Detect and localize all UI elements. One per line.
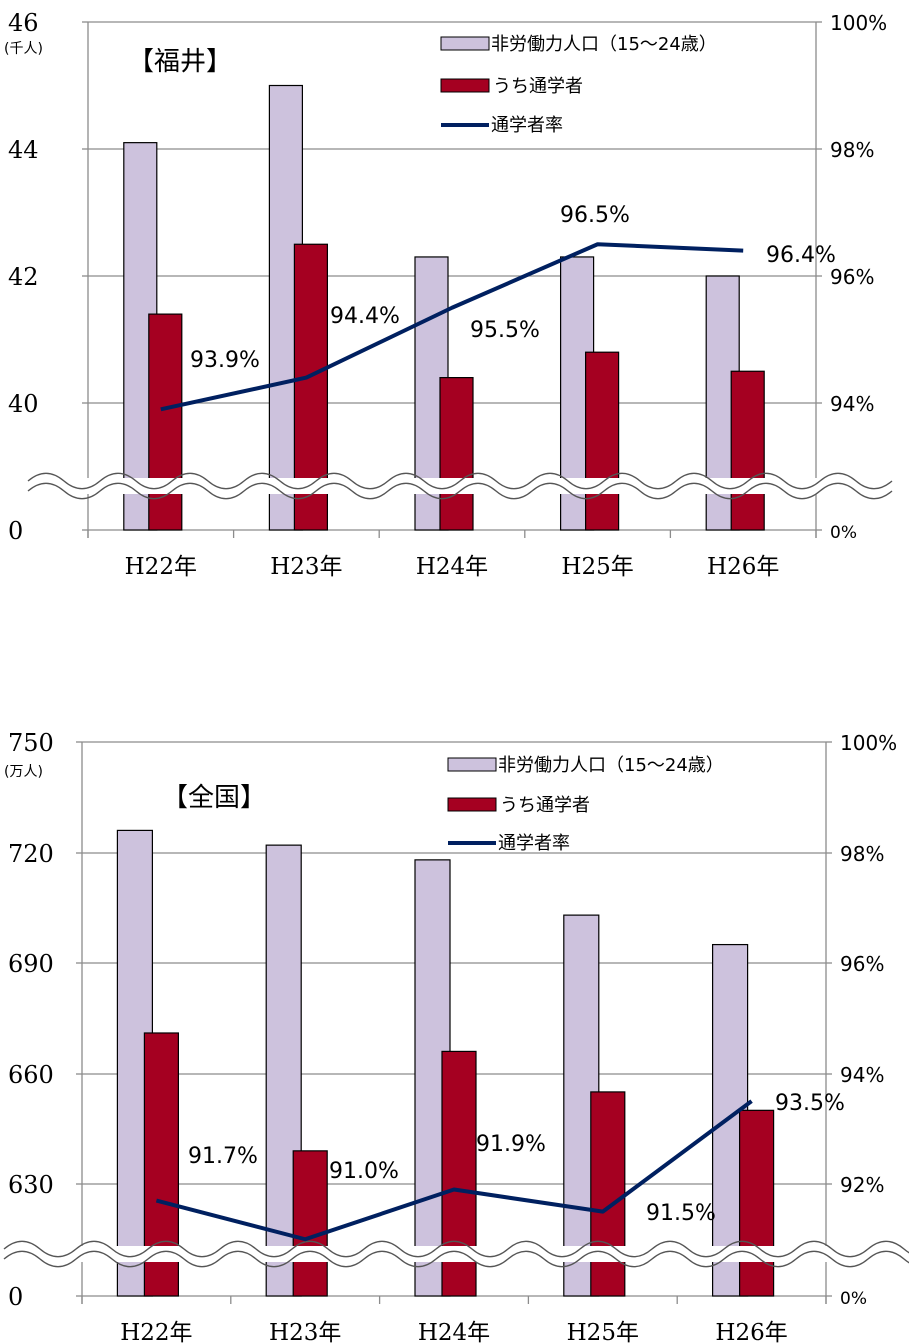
bar-students xyxy=(738,1109,775,1297)
bar-students xyxy=(439,377,474,531)
data-label: 91.7% xyxy=(188,1144,258,1169)
legend-label: うち通学者 xyxy=(500,795,590,816)
axis-break-wave xyxy=(3,1240,909,1258)
y2-tick-label: 0% xyxy=(840,1289,867,1309)
y-tick-label: 46 xyxy=(8,9,39,37)
data-label: 96.4% xyxy=(766,243,836,268)
x-tick-label: H25年 xyxy=(567,1320,639,1344)
axis-break-wave xyxy=(3,1250,909,1268)
legend-swatch-students xyxy=(440,78,490,93)
y-tick-label: 690 xyxy=(8,950,54,978)
data-label: 91.0% xyxy=(329,1159,399,1184)
legend-label: 非労働力人口（15～24歳） xyxy=(498,755,724,776)
legend-label: 通学者率 xyxy=(498,833,570,854)
bar-students xyxy=(730,370,765,531)
rate-line xyxy=(160,242,744,412)
y-tick-label: 0 xyxy=(8,517,23,545)
y2-tick-label: 96% xyxy=(830,265,874,289)
y2-tick-label: 100% xyxy=(830,11,887,35)
bar-students xyxy=(148,313,183,531)
legend-label: 非労働力人口（15～24歳） xyxy=(491,34,717,55)
chart-1: 0 40 42 44 46 0% 94% 96% 98% 100% H22年 H23年 H24年 H25年… xyxy=(0,9,909,580)
y-tick-label: 0 xyxy=(8,1283,23,1311)
unit-label: (千人) xyxy=(4,41,43,57)
x-tick-label: H23年 xyxy=(270,554,342,580)
legend-label: うち通学者 xyxy=(493,76,583,97)
y2-tick-label: 94% xyxy=(830,392,874,416)
data-label: 96.5% xyxy=(560,203,630,228)
rate-line xyxy=(155,1099,753,1242)
chart-title: 【全国】 xyxy=(162,783,266,813)
y-tick-label: 720 xyxy=(8,840,54,868)
chart-title: 【福井】 xyxy=(128,47,232,77)
x-tick-label: H22年 xyxy=(120,1320,192,1344)
y-tick-label: 40 xyxy=(8,390,39,418)
data-label: 93.5% xyxy=(775,1091,845,1116)
x-tick-label: H24年 xyxy=(418,1320,490,1344)
x-tick-label: H25年 xyxy=(561,554,633,580)
data-label: 91.9% xyxy=(476,1132,546,1157)
bar-students xyxy=(584,351,620,531)
x-tick-label: H26年 xyxy=(707,554,779,580)
data-label: 93.9% xyxy=(190,348,260,373)
y-tick-label: 44 xyxy=(8,136,39,164)
data-label: 91.5% xyxy=(646,1201,716,1226)
x-tick-label: H26年 xyxy=(715,1320,787,1344)
axis-break-band xyxy=(0,1246,909,1262)
legend-label: 通学者率 xyxy=(491,115,563,136)
x-tick-label: H23年 xyxy=(269,1320,341,1344)
y2-tick-label: 100% xyxy=(840,731,897,755)
legend-swatch-population xyxy=(440,36,490,51)
bar-students xyxy=(292,1150,328,1297)
y2-tick-label: 0% xyxy=(830,523,857,543)
legend-swatch-students xyxy=(447,797,497,812)
axis-break-wave xyxy=(27,482,893,500)
y-tick-label: 630 xyxy=(8,1171,54,1199)
y-tick-label: 750 xyxy=(8,729,54,757)
x-tick-label: H24年 xyxy=(416,554,488,580)
y2-tick-label: 96% xyxy=(840,952,884,976)
y2-tick-label: 98% xyxy=(830,138,874,162)
data-label: 95.5% xyxy=(470,318,540,343)
axis-break-band xyxy=(0,478,909,494)
y2-tick-label: 94% xyxy=(840,1063,884,1087)
data-label: 94.4% xyxy=(330,304,400,329)
y2-tick-label: 98% xyxy=(840,842,884,866)
y2-tick-label: 92% xyxy=(840,1173,884,1197)
x-tick-label: H22年 xyxy=(125,554,197,580)
y-tick-label: 660 xyxy=(8,1061,54,1089)
legend-swatch-population xyxy=(447,757,497,772)
bar-students xyxy=(590,1091,626,1297)
y-tick-label: 42 xyxy=(8,263,39,291)
axis-break-wave xyxy=(27,472,893,490)
unit-label: (万人) xyxy=(4,764,43,780)
chart-2: 0 630 660 690 720 750 0% 92% 94% 96% 98% 100% H22年 H2… xyxy=(0,729,909,1344)
